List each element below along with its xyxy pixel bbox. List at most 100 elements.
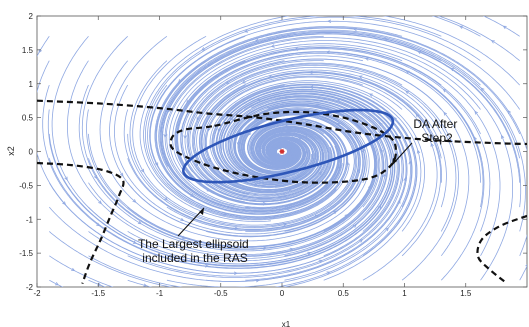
y-axis-label: x2 [6, 146, 16, 156]
streamline-arrow [204, 264, 210, 268]
streamline-arrow [62, 201, 67, 206]
streamline [198, 69, 447, 208]
y-tick-label: 2 [29, 12, 34, 21]
streamline-arrow [442, 88, 447, 93]
da-boundary-upper [37, 99, 527, 146]
streamline-arrow [96, 222, 101, 227]
da-closed-curve [169, 110, 398, 184]
streamline-arrow [383, 37, 388, 41]
streamline-arrow [362, 148, 366, 153]
da-annotation-label: DA After Step2 [413, 117, 460, 145]
streamline-arrow [64, 176, 68, 181]
streamline-arrow [416, 149, 421, 154]
ellipsoid-annotation: The Largest ellipsoid included in the RA… [138, 207, 249, 265]
streamline-arrow [459, 25, 464, 29]
streamline [196, 66, 442, 195]
streamline [218, 89, 407, 281]
y-tick-label: -1 [26, 215, 34, 224]
streamline-arrow [405, 90, 410, 94]
streamline [159, 30, 526, 232]
y-axis-ticks: 2 1.5 1 0.5 0 -0.5 -1 -1.5 -2 [19, 12, 527, 292]
streamline [47, 97, 393, 267]
streamline-arrow [358, 75, 363, 79]
streamline [437, 16, 520, 62]
streamline [155, 26, 527, 256]
x-tick-label: -2 [33, 289, 41, 298]
streamline [174, 45, 403, 206]
streamline [51, 36, 392, 265]
streamline-arrow [207, 127, 211, 132]
equilibrium-marker [279, 149, 285, 154]
streamline-arrow [325, 50, 330, 54]
equilibrium-group [279, 149, 285, 154]
streamline-arrow [326, 271, 331, 275]
streamline-arrow [98, 200, 102, 205]
streamline [123, 109, 359, 230]
streamline [200, 71, 442, 193]
streamline-arrow [525, 264, 527, 267]
streamline [37, 36, 50, 57]
streamline [81, 36, 378, 250]
da-annotation-line-2: Step2 [421, 131, 453, 145]
streamline-arrow [258, 168, 263, 173]
streamline-arrow [368, 93, 373, 97]
da-annotation: DA After Step2 [391, 117, 460, 166]
y-tick-label: 0.5 [22, 114, 34, 123]
da-boundary-right [476, 214, 527, 285]
streamline [49, 279, 64, 287]
streamline-arrow [263, 246, 268, 250]
streamline-arrow [270, 44, 275, 48]
ellipsoid-annotation-line-1: The Largest ellipsoid [138, 237, 249, 251]
streamline-arrow [93, 175, 98, 180]
streamline [180, 51, 481, 203]
streamline [143, 16, 442, 221]
streamline [158, 29, 481, 213]
x-tick-label: 1.5 [460, 289, 472, 298]
y-tick-label: 1.5 [22, 46, 34, 55]
streamline-arrow [379, 148, 384, 153]
streamline [184, 55, 363, 201]
streamline-arrow [377, 204, 382, 209]
streamline [88, 84, 416, 287]
streamline [88, 279, 107, 287]
streamline-arrow [186, 99, 190, 104]
streamline [229, 100, 384, 257]
x-axis-ticks: -2 -1.5 -1 -0.5 0 0.5 1 1.5 [33, 16, 472, 298]
largest-ellipsoid [182, 108, 395, 184]
streamline-arrow [314, 104, 319, 108]
streamline-arrow [501, 134, 505, 139]
da-annotation-arrowhead [392, 158, 397, 165]
streamline-arrow [132, 240, 137, 244]
x-tick-label: -1.5 [91, 289, 105, 298]
streamline [228, 98, 388, 257]
streamline-arrow [164, 197, 169, 201]
streamline-arrow [71, 267, 76, 272]
streamline-arrow [403, 176, 407, 182]
x-axis-label: x1 [282, 320, 291, 327]
da-boundary-group [37, 99, 527, 285]
ellipsoid-annotation-arrowhead [199, 208, 204, 215]
streamline-arrow [364, 57, 369, 61]
streamline [211, 82, 422, 281]
streamline-arrow [480, 87, 485, 92]
streamline-arrow [336, 122, 341, 127]
streamline-arrow [196, 116, 200, 121]
streamline-arrow [119, 172, 124, 177]
streamline-arrow [217, 128, 221, 133]
streamline [166, 37, 513, 281]
streamline-arrow [266, 105, 271, 109]
streamline-arrow [201, 47, 206, 51]
streamline-arrow [180, 217, 185, 221]
streamline [156, 27, 521, 214]
streamline-arrow [234, 226, 239, 230]
streamline-arrow [247, 131, 252, 136]
streamline [168, 40, 481, 208]
streamline [172, 43, 501, 256]
streamline-arrow [443, 111, 448, 116]
streamline-arrow [137, 220, 142, 225]
ellipsoid-annotation-arrow [177, 207, 205, 237]
streamline-arrow [229, 117, 234, 122]
streamline-arrow [140, 168, 145, 173]
streamline [88, 101, 383, 256]
